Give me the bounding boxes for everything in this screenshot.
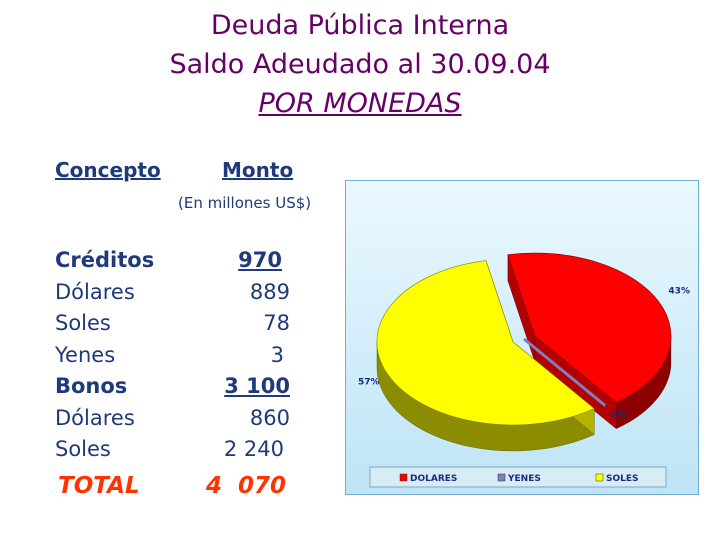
legend-label-yenes: YENES	[507, 474, 541, 484]
row-label: Dólares	[55, 280, 135, 304]
table-row: Dólares 889	[55, 280, 290, 311]
row-value: 78	[263, 311, 290, 335]
table-row: Yenes 3	[55, 343, 290, 374]
row-label: Soles	[55, 437, 111, 461]
data-label-yenes: 0%	[611, 410, 626, 420]
amount-header: Monto	[222, 158, 294, 182]
total-row: TOTAL 4 070	[55, 473, 290, 504]
row-label: Yenes	[55, 343, 116, 367]
title-line-3: POR MONEDAS	[258, 88, 462, 119]
table-row: Bonos 3 100	[55, 374, 290, 405]
row-label: Dólares	[55, 406, 135, 430]
title-line-1: Deuda Pública Interna	[210, 10, 510, 41]
concept-header: Concepto	[55, 158, 161, 182]
total-label: TOTAL	[58, 473, 140, 499]
legend-label-soles: SOLES	[606, 474, 639, 484]
row-value: 2 240	[223, 437, 284, 461]
pie-chart: 43% 0% 57% DOLARES YENES SOLES	[345, 180, 699, 495]
legend-box	[369, 466, 667, 488]
legend-swatch-soles	[595, 473, 604, 482]
pie-slice-yenes	[523, 337, 607, 407]
data-label-soles: 57%	[358, 378, 380, 388]
legend-swatch-dolares	[399, 473, 408, 482]
table-row: Soles 2 240	[55, 437, 290, 468]
legend-label-dolares: DOLARES	[410, 474, 457, 484]
table-row: Créditos 970	[55, 248, 290, 279]
pie-slice-soles	[376, 260, 595, 426]
data-label-dolares: 43%	[668, 286, 690, 296]
row-label: Créditos	[55, 248, 155, 272]
table-row: Dólares 860	[55, 406, 290, 437]
row-value: 970	[238, 248, 282, 272]
pie-slice-dolares	[507, 252, 672, 403]
row-value: 3	[270, 343, 284, 367]
legend-swatch-yenes	[497, 473, 506, 482]
total-value: 4 070	[205, 473, 286, 499]
title-line-2: Saldo Adeudado al 30.09.04	[169, 49, 551, 80]
unit-note: (En millones US$)	[178, 194, 312, 212]
row-value: 889	[249, 280, 290, 304]
row-value: 860	[249, 406, 290, 430]
row-label: Bonos	[55, 374, 128, 398]
row-value: 3 100	[224, 374, 290, 398]
table-row: Soles 78	[55, 311, 290, 342]
pie-chart-svg: 43% 0% 57% DOLARES YENES SOLES	[346, 181, 698, 494]
row-label: Soles	[55, 311, 111, 335]
